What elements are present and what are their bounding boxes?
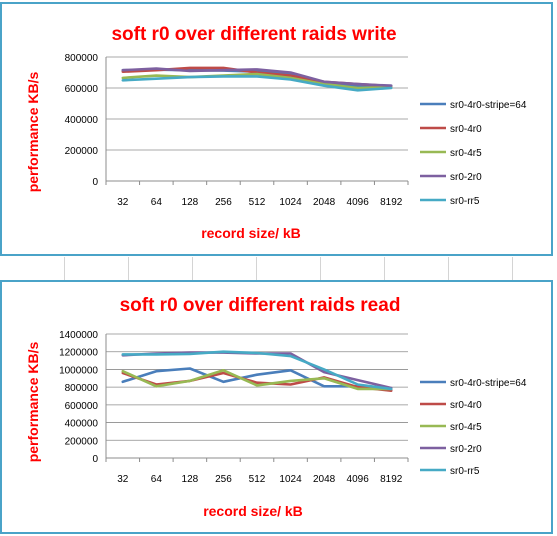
legend-label: sr0-4r0 — [450, 400, 482, 411]
y-tick-label: 800000 — [65, 53, 99, 64]
y-tick-label: 800000 — [65, 383, 99, 394]
x-tick-label: 8192 — [380, 474, 403, 485]
sheet-column-line — [448, 257, 449, 280]
legend-label: sr0-rr5 — [450, 196, 480, 207]
x-tick-label: 2048 — [313, 474, 336, 485]
sheet-column-line — [384, 257, 385, 280]
y-tick-label: 1200000 — [59, 348, 98, 359]
y-tick-label: 600000 — [65, 84, 99, 95]
chart-read-svg: soft r0 over different raids read perfor… — [25, 295, 527, 519]
x-tick-label: 4096 — [347, 474, 370, 485]
x-tick-label: 1024 — [279, 474, 302, 485]
sheet-column-line — [128, 257, 129, 280]
y-tick-label: 600000 — [65, 401, 99, 412]
x-tick-label: 256 — [215, 197, 232, 208]
legend-label: sr0-rr5 — [450, 466, 480, 477]
chart-title: soft r0 over different raids write — [111, 24, 396, 45]
x-axis-title: record size/ kB — [203, 503, 303, 519]
x-tick-label: 128 — [182, 474, 199, 485]
spreadsheet-gridlines — [0, 257, 557, 280]
y-tick-label: 400000 — [65, 115, 99, 126]
series-line — [121, 72, 393, 90]
chart-read[interactable]: soft r0 over different raids read perfor… — [0, 280, 553, 534]
series-line — [121, 75, 393, 92]
series-line — [121, 369, 393, 391]
legend-label: sr0-4r0-stripe=64 — [450, 100, 527, 111]
y-tick-label: 1400000 — [59, 330, 98, 341]
x-tick-label: 512 — [249, 474, 266, 485]
x-axis-title: record size/ kB — [201, 225, 301, 241]
series-line — [121, 67, 393, 87]
legend-label: sr0-4r0 — [450, 124, 482, 135]
x-tick-label: 4096 — [347, 197, 370, 208]
y-tick-label: 0 — [92, 454, 98, 465]
sheet-column-line — [320, 257, 321, 280]
legend-label: sr0-4r5 — [450, 148, 482, 159]
x-tick-label: 1024 — [279, 197, 302, 208]
y-tick-label: 1000000 — [59, 365, 98, 376]
x-tick-label: 512 — [249, 197, 266, 208]
legend-label: sr0-4r0-stripe=64 — [450, 378, 527, 389]
x-tick-label: 32 — [117, 197, 129, 208]
y-tick-label: 0 — [92, 177, 98, 188]
chart-title: soft r0 over different raids read — [120, 295, 401, 316]
legend-label: sr0-4r5 — [450, 422, 482, 433]
sheet-column-line — [256, 257, 257, 280]
x-tick-label: 8192 — [380, 197, 403, 208]
chart-write-svg: soft r0 over different raids write perfo… — [25, 24, 527, 241]
y-tick-label: 200000 — [65, 146, 99, 157]
y-tick-label: 200000 — [65, 436, 99, 447]
x-tick-label: 64 — [151, 197, 163, 208]
x-tick-label: 32 — [117, 474, 129, 485]
x-tick-label: 2048 — [313, 197, 336, 208]
x-tick-label: 128 — [182, 197, 199, 208]
x-tick-label: 64 — [151, 474, 163, 485]
sheet-column-line — [512, 257, 513, 280]
y-axis-title: performance KB/s — [25, 71, 41, 192]
y-axis-title: performance KB/s — [25, 341, 41, 462]
legend-label: sr0-2r0 — [450, 444, 482, 455]
y-tick-label: 400000 — [65, 419, 99, 430]
sheet-column-line — [192, 257, 193, 280]
x-tick-label: 256 — [215, 474, 232, 485]
sheet-column-line — [64, 257, 65, 280]
legend-label: sr0-2r0 — [450, 172, 482, 183]
chart-write[interactable]: soft r0 over different raids write perfo… — [0, 2, 553, 256]
series-line — [121, 350, 393, 391]
